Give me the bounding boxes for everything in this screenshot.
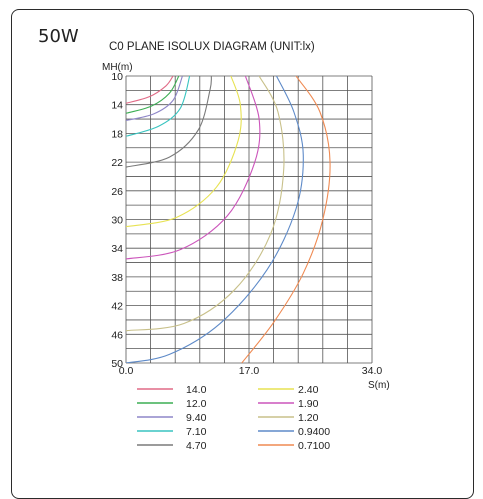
y-tick-label: 10 [111,71,123,83]
y-axis-label: MH(m) [102,62,133,73]
x-tick-label: 0.0 [119,365,134,377]
legend-label: 7.10 [186,426,207,438]
legend-label: 14.0 [186,384,207,396]
y-tick-label: 42 [111,301,123,313]
legend-label: 4.70 [186,440,207,452]
legend-label: 0.7100 [298,440,330,452]
isolux-curve [126,76,304,363]
y-tick-label: 26 [111,186,123,198]
x-tick-label: 34.0 [362,365,383,377]
isolux-curves [126,76,331,363]
isolux-curve [126,76,180,114]
legend-label: 1.90 [298,398,319,410]
axis-ticks: 10 14 18 22 26 30 34 38 42 46 500.0 17.0 34.0 [111,71,382,377]
isolux-curve [126,76,174,104]
x-tick-label: 17.0 [239,365,260,377]
y-tick-label: 38 [111,272,123,284]
y-tick-label: 14 [111,100,123,112]
y-tick-label: 50 [111,358,123,370]
legend-label: 0.9400 [298,426,330,438]
chart-title: C0 PLANE ISOLUX DIAGRAM (UNIT:lx) [109,41,315,53]
isolux-curve [126,76,242,228]
isolux-chart: C0 PLANE ISOLUX DIAGRAM (UNIT:lx) MH(m) … [102,41,390,452]
isolux-curve [126,76,285,332]
grid [125,75,373,364]
legend-label: 2.40 [298,384,319,396]
isolux-curve [126,76,183,122]
y-tick-label: 30 [111,215,123,227]
legend-label: 9.40 [186,412,207,424]
wattage-label: 50W [38,26,79,47]
isolux-curve [241,76,331,363]
y-tick-label: 18 [111,128,123,140]
y-tick-label: 22 [111,157,123,169]
x-axis-label: S(m) [368,380,390,391]
y-tick-label: 34 [111,243,123,255]
legend-label: 12.0 [186,398,207,410]
isolux-curve [126,76,212,168]
isolux-curve [126,76,261,260]
isolux-curve [126,76,191,137]
y-tick-label: 46 [111,329,123,341]
legend: 14.0 12.0 9.40 7.10 4.70 2.40 1.90 1.20 0.9400 0.… [137,384,330,452]
legend-label: 1.20 [298,412,319,424]
